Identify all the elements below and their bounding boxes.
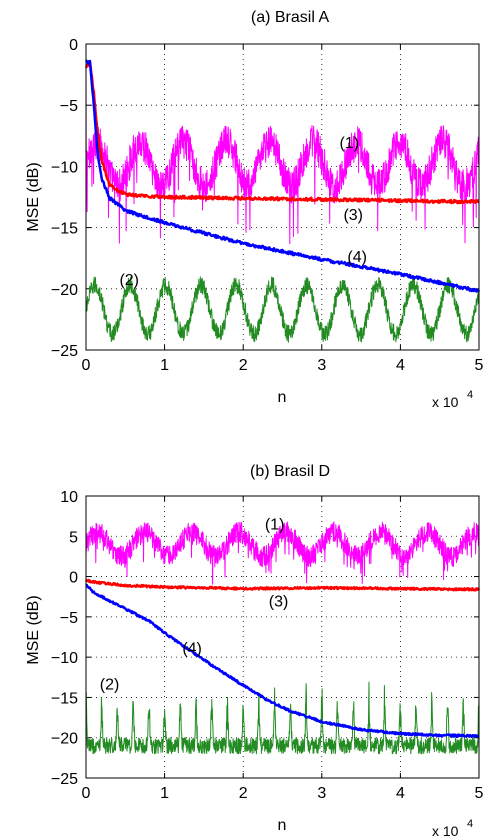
x-tick-label: 5 [475, 357, 484, 374]
x-tick-label: 3 [317, 785, 326, 802]
x-multiplier-exponent: 4 [467, 818, 473, 830]
y-tick-label: −5 [60, 610, 78, 627]
x-tick-label: 2 [239, 357, 248, 374]
y-tick-label: 0 [69, 37, 78, 54]
y-tick-label: −10 [51, 159, 78, 176]
tick-labels: 0 1 2 3 4 5 0 −5 −10 −15 −20 −25 [51, 37, 484, 374]
x-tick-label: 4 [396, 357, 405, 374]
chart-title: (a) Brasil A [251, 9, 330, 26]
tick-labels: 0 1 2 3 4 5 10 5 0 −5 −10 −15 −20 −25 [51, 489, 484, 802]
x-tick-label: 0 [82, 357, 91, 374]
series-line-2 [85, 276, 480, 343]
series-line-2 [85, 681, 480, 755]
y-tick-label: −5 [60, 98, 78, 115]
x-multiplier: x 10 [432, 823, 459, 839]
x-axis-label: n [278, 389, 287, 406]
plot-frame [85, 495, 480, 779]
x-multiplier-exponent: 4 [467, 389, 473, 401]
y-axis-label: MSE (dB) [25, 162, 42, 231]
x-multiplier: x 10 [432, 394, 459, 410]
y-tick-label: 0 [69, 570, 78, 587]
x-tick-label: 3 [317, 357, 326, 374]
chart-title: (b) Brasil D [250, 463, 330, 480]
y-tick-label: 5 [69, 529, 78, 546]
y-tick-label: −15 [51, 690, 78, 707]
y-tick-label: −20 [51, 282, 78, 299]
series-annotation: (4) [182, 640, 202, 657]
x-tick-label: 4 [396, 785, 405, 802]
series-annotation: (2) [100, 677, 120, 694]
plot-frame [85, 43, 480, 351]
annotations: (1) (2) (3) (4) [119, 135, 367, 289]
x-tick-label: 0 [82, 785, 91, 802]
series-annotation: (1) [265, 516, 285, 533]
y-tick-label: −15 [51, 221, 78, 238]
y-tick-label: −10 [51, 650, 78, 667]
x-tick-label: 1 [160, 357, 169, 374]
series-line-4 [85, 583, 480, 739]
y-tick-label: −20 [51, 731, 78, 748]
x-tick-label: 2 [239, 785, 248, 802]
series-group [84, 521, 481, 755]
series-annotation: (3) [343, 207, 363, 224]
series-annotation: (3) [269, 594, 289, 611]
x-axis-label: n [278, 817, 287, 834]
y-axis-label: MSE (dB) [25, 595, 42, 664]
series-line-3 [84, 578, 481, 592]
chart-brasil-a: (a) Brasil A 0 1 2 3 4 5 0 −5 −10 −15 −20 −25 (1) (2… [25, 9, 484, 410]
grid [85, 43, 480, 351]
series-annotation: (2) [119, 272, 139, 289]
x-tick-label: 1 [160, 785, 169, 802]
series-line-4 [85, 59, 481, 293]
y-tick-label: 10 [60, 489, 78, 506]
series-line-1 [85, 61, 480, 245]
chart-brasil-d: (b) Brasil D 0 1 2 3 4 5 10 5 0 −5 −10 −15 −20 −25 (1… [25, 463, 484, 839]
series-line-1 [85, 521, 480, 585]
annotations: (1) (2) (3) (4) [100, 516, 289, 693]
series-annotation: (1) [340, 135, 360, 152]
series-group [84, 59, 481, 343]
y-tick-label: −25 [51, 343, 78, 360]
series-line-3 [84, 60, 480, 205]
x-tick-label: 5 [475, 785, 484, 802]
series-annotation: (4) [347, 249, 367, 266]
y-tick-label: −25 [51, 771, 78, 788]
